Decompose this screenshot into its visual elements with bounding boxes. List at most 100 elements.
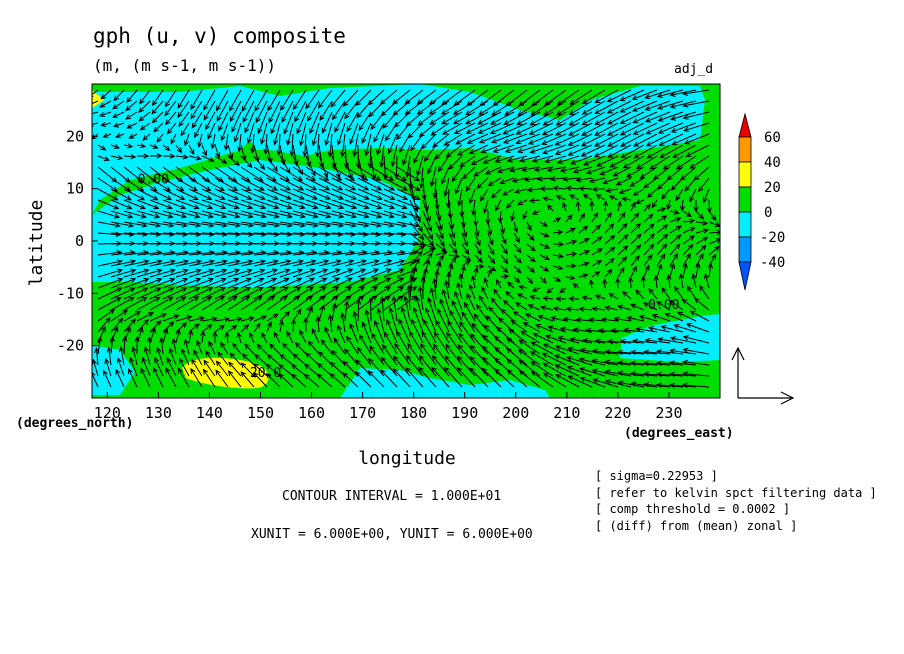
wind-vector (594, 133, 619, 147)
wind-vector (97, 188, 119, 201)
wind-vector (556, 89, 580, 106)
colorbar-band-20-40 (738, 161, 752, 188)
wind-vector (544, 334, 567, 344)
wind-vector (168, 347, 177, 366)
wind-vector (110, 296, 135, 311)
wind-vector (240, 199, 267, 210)
wind-vector (250, 133, 256, 154)
wind-vector (476, 177, 489, 189)
wind-vector (552, 265, 564, 270)
wind-vector (565, 185, 580, 191)
x-tick-label: 230 (655, 404, 682, 422)
wind-vector (201, 210, 228, 219)
wind-vector (635, 199, 645, 204)
wind-vector (615, 277, 621, 289)
wind-vector (318, 259, 342, 267)
wind-vector (409, 275, 415, 300)
wind-vector (253, 259, 279, 267)
wind-vector (344, 268, 367, 278)
x-tick-label: 160 (298, 404, 325, 422)
wind-vector (281, 342, 294, 355)
wind-vector (581, 295, 593, 301)
wind-vector (370, 268, 392, 278)
wind-vector (386, 318, 398, 344)
wind-vector (608, 195, 619, 201)
wind-vector (481, 286, 489, 300)
wind-vector (292, 259, 317, 267)
wind-vector (191, 111, 203, 129)
wind-vector (427, 155, 437, 175)
x-tick-label: 170 (349, 404, 376, 422)
wind-vector (466, 133, 489, 144)
wind-vector (435, 243, 447, 252)
wind-vector (670, 122, 697, 133)
wind-vector (188, 316, 206, 322)
wind-vector (136, 221, 162, 228)
wind-vector (97, 277, 124, 289)
wind-vector (621, 196, 632, 202)
wind-vector (695, 210, 705, 220)
wind-vector (214, 221, 241, 228)
wind-vector (220, 122, 229, 142)
wind-vector (487, 254, 496, 265)
wind-vector (292, 277, 316, 289)
wind-vector (594, 89, 619, 104)
x-tick-label: 150 (247, 404, 274, 422)
wind-vector (682, 89, 710, 96)
note-line: [ comp threshold = 0.0002 ] (595, 502, 791, 516)
wind-vector (524, 313, 541, 322)
wind-vector (331, 302, 338, 322)
wind-vector (151, 111, 164, 124)
wind-vector (214, 295, 238, 311)
wind-vector (253, 231, 280, 237)
wind-vector (630, 244, 642, 256)
wind-vector (291, 363, 307, 377)
wind-vector (240, 286, 264, 300)
wind-vector (435, 232, 445, 247)
wind-vector (149, 277, 176, 289)
wind-vector (695, 236, 709, 245)
wind-vector (552, 185, 567, 191)
wind-vector (682, 100, 710, 108)
wind-vector (513, 221, 519, 234)
wind-vector (273, 331, 281, 344)
wind-vector (383, 295, 405, 311)
wind-vector (618, 188, 632, 194)
wind-vector (657, 111, 684, 122)
wind-vector (266, 313, 279, 322)
wind-vector (383, 221, 408, 228)
note-line: [ sigma=0.22953 ] (595, 469, 718, 483)
wind-vector (342, 89, 359, 107)
wind-vector (643, 213, 654, 223)
wind-vector (296, 111, 307, 135)
wind-vector (617, 234, 629, 245)
wind-vector (318, 277, 341, 289)
wind-vector (500, 232, 507, 245)
wind-vector (136, 287, 162, 300)
wind-vector (233, 122, 242, 143)
wind-vector (542, 362, 567, 377)
wind-vector (340, 133, 346, 158)
wind-vector (669, 209, 680, 215)
wind-vector (429, 111, 450, 125)
wind-vector (346, 335, 359, 355)
wind-vector (139, 122, 151, 131)
wind-vector (550, 316, 567, 322)
wind-vector (591, 306, 606, 312)
wind-vector (396, 231, 420, 237)
wind-vector (409, 188, 419, 213)
wind-vector (379, 144, 385, 169)
negative-region-north (92, 84, 705, 215)
wind-vector (201, 231, 229, 237)
wind-vector (502, 122, 528, 135)
wind-vector (645, 133, 671, 147)
wind-vector (188, 177, 212, 192)
wind-vector (568, 111, 593, 126)
wind-vector (110, 317, 124, 333)
wind-vector (344, 177, 370, 191)
wind-vector (292, 353, 307, 366)
wind-vector (510, 319, 528, 333)
wind-vector (266, 286, 289, 300)
wind-vector (398, 318, 411, 344)
wind-vector (125, 111, 138, 120)
